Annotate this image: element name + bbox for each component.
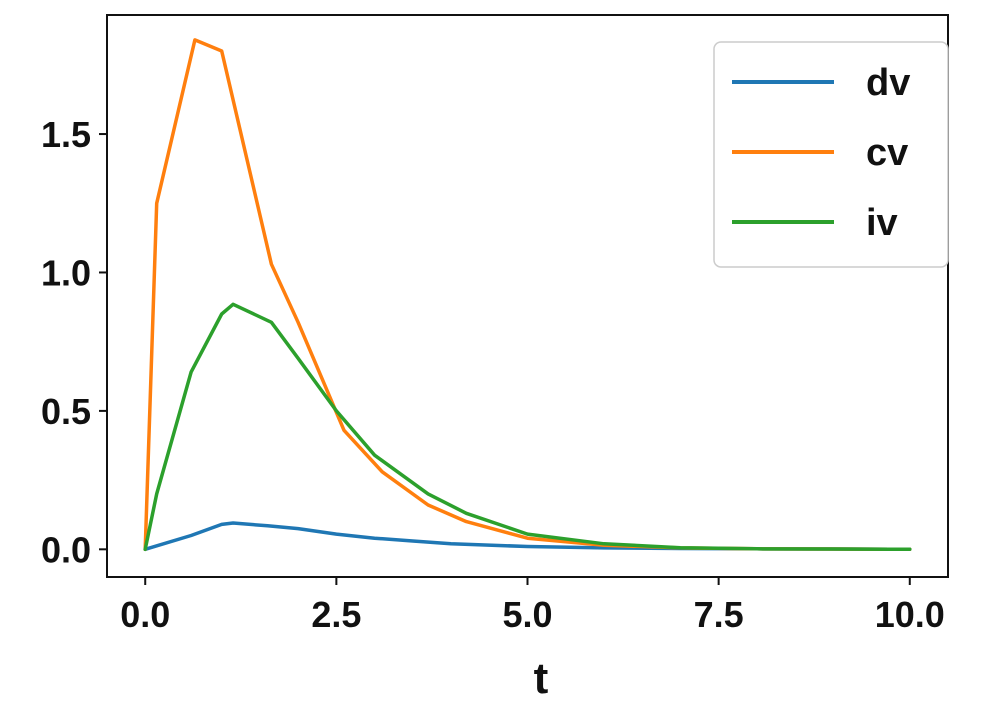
x-tick-label: 7.5 bbox=[694, 594, 744, 635]
x-tick-label: 2.5 bbox=[311, 594, 361, 635]
legend-label-iv: iv bbox=[866, 202, 898, 244]
legend-label-cv: cv bbox=[866, 132, 908, 174]
x-tick-label: 10.0 bbox=[875, 594, 945, 635]
y-axis: 0.0 0.5 1.0 1.5 bbox=[41, 114, 107, 570]
x-axis: 0.0 2.5 5.0 7.5 10.0 bbox=[120, 577, 945, 635]
series-line-iv bbox=[143, 302, 912, 552]
x-axis-label: t bbox=[534, 654, 549, 703]
y-tick-label: 0.5 bbox=[41, 391, 91, 432]
legend-box bbox=[713, 41, 949, 268]
legend-label-dv: dv bbox=[866, 62, 910, 104]
series-lines bbox=[143, 38, 912, 552]
x-tick-label: 0.0 bbox=[120, 594, 170, 635]
x-tick-label: 5.0 bbox=[502, 594, 552, 635]
y-tick-label: 1.0 bbox=[41, 252, 91, 293]
y-tick-label: 1.5 bbox=[41, 114, 91, 155]
y-tick-label: 0.0 bbox=[41, 529, 91, 570]
series-line-dv bbox=[143, 521, 912, 552]
legend: dv cv iv bbox=[713, 41, 949, 268]
